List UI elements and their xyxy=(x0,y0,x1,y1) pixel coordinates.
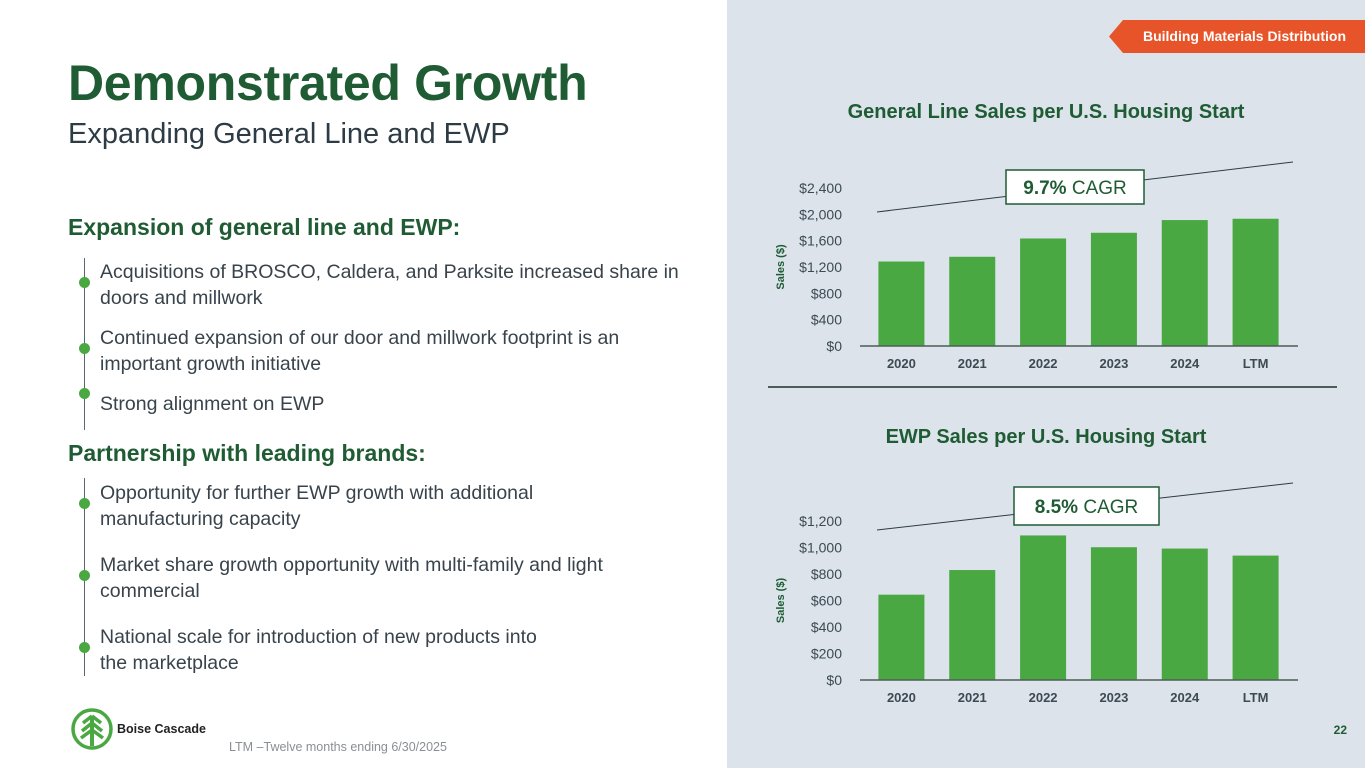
bar-2023 xyxy=(1090,232,1137,346)
bar-2022 xyxy=(1020,238,1067,346)
bullet-text: Opportunity for further EWP growth with … xyxy=(100,482,534,530)
bullet-text: Strong alignment on EWP xyxy=(100,393,325,415)
x-tick-label: 2021 xyxy=(958,356,987,371)
x-tick-label: 2022 xyxy=(1029,690,1058,705)
x-tick-label: 2023 xyxy=(1099,356,1128,371)
y-tick-label: $400 xyxy=(811,619,842,635)
bullet-text: Continued expansion of our door and mill… xyxy=(100,327,620,375)
x-tick-label: 2023 xyxy=(1099,690,1128,705)
page-title: Demonstrated Growth xyxy=(68,55,588,111)
x-tick-label: 2021 xyxy=(958,690,987,705)
bullet-item: Market share growth opportunity with mul… xyxy=(79,552,645,604)
bar-2021 xyxy=(949,570,996,680)
cagr-label: 9.7% CAGR xyxy=(1023,178,1127,199)
chart-title-general-line: General Line Sales per U.S. Housing Star… xyxy=(847,101,1245,123)
x-tick-label: 2020 xyxy=(887,356,916,371)
bullet-item: Opportunity for further EWP growth with … xyxy=(79,480,605,532)
y-tick-label: $800 xyxy=(811,566,842,582)
bar-ltm xyxy=(1232,218,1279,346)
y-axis-label: Sales ($) xyxy=(775,578,787,624)
bullet-dot-icon xyxy=(79,642,90,653)
bullet-dot-icon xyxy=(79,388,90,399)
y-tick-label: $0 xyxy=(826,338,842,354)
y-tick-label: $1,200 xyxy=(799,259,842,275)
bar-ltm xyxy=(1232,555,1279,680)
x-tick-label: 2020 xyxy=(887,690,916,705)
y-axis-label: Sales ($) xyxy=(775,244,787,290)
cagr-value: 8.5% xyxy=(1035,497,1084,518)
x-tick-label: 2024 xyxy=(1170,356,1200,371)
bar-2024 xyxy=(1161,220,1208,346)
bullet-dot-icon xyxy=(79,498,90,509)
bar-2020 xyxy=(878,594,925,680)
bullet-text: Market share growth opportunity with mul… xyxy=(100,554,603,602)
y-tick-label: $2,400 xyxy=(799,180,842,196)
x-tick-label: LTM xyxy=(1243,356,1269,371)
cagr-text: CAGR xyxy=(1072,178,1127,199)
y-tick-label: $800 xyxy=(811,285,842,301)
chart-title-ewp: EWP Sales per U.S. Housing Start xyxy=(885,426,1207,448)
chart-divider xyxy=(768,386,1337,388)
y-tick-label: $1,000 xyxy=(799,540,842,556)
bullet-item: National scale for introduction of new p… xyxy=(79,624,565,676)
bullet-text: Acquisitions of BROSCO, Caldera, and Par… xyxy=(100,261,679,309)
bullet-text: National scale for introduction of new p… xyxy=(100,626,537,674)
bullet-dot-icon xyxy=(79,277,90,288)
general-line-bar-chart: $0 $400 $800 $1,200 $1,600 $2,000 $2,400 Sales … xyxy=(775,161,1298,371)
ewp-bar-chart: $0 $200 $400 $600 $800 $1,000 $1,200 Sales ($) 2… xyxy=(775,482,1298,705)
y-tick-label: $600 xyxy=(811,593,842,609)
bullet-item: Acquisitions of BROSCO, Caldera, and Par… xyxy=(79,259,695,311)
cagr-box xyxy=(1005,169,1145,205)
y-tick-label: $400 xyxy=(811,312,842,328)
bar-2021 xyxy=(949,256,996,346)
bullet-dot-icon xyxy=(79,343,90,354)
bar-2024 xyxy=(1161,548,1208,680)
logo-text: Boise Cascade xyxy=(117,722,206,736)
page-number: 22 xyxy=(1333,723,1347,737)
y-tick-label: $0 xyxy=(826,672,842,688)
bullet-list-expansion: Acquisitions of BROSCO, Caldera, and Par… xyxy=(79,258,695,430)
section-heading-partnership: Partnership with leading brands: xyxy=(68,440,426,466)
y-tick-label: $1,200 xyxy=(799,513,842,529)
bar-2022 xyxy=(1020,535,1067,680)
x-tick-label: 2024 xyxy=(1170,690,1200,705)
page-subtitle: Expanding General Line and EWP xyxy=(68,118,510,150)
company-logo: Boise Cascade xyxy=(71,708,206,750)
bullet-dot-icon xyxy=(79,570,90,581)
y-tick-label: $2,000 xyxy=(799,206,842,222)
cagr-text: CAGR xyxy=(1083,497,1138,518)
cagr-label: 8.5% CAGR xyxy=(1035,497,1139,518)
x-tick-label: 2022 xyxy=(1029,356,1058,371)
bullet-item: Continued expansion of our door and mill… xyxy=(79,325,685,377)
cagr-value: 9.7% xyxy=(1023,178,1072,199)
y-tick-label: $200 xyxy=(811,646,842,662)
cagr-box xyxy=(1013,486,1160,526)
footnote: LTM –Twelve months ending 6/30/2025 xyxy=(229,740,447,754)
section-heading-expansion: Expansion of general line and EWP: xyxy=(68,214,461,240)
bullet-list-partnership: Opportunity for further EWP growth with … xyxy=(79,478,695,676)
x-tick-label: LTM xyxy=(1243,690,1269,705)
bar-2023 xyxy=(1090,547,1137,680)
section-tag: Building Materials Distribution xyxy=(1108,20,1365,53)
tree-logo-icon xyxy=(71,708,113,750)
bar-2020 xyxy=(878,261,925,346)
y-tick-label: $1,600 xyxy=(799,233,842,249)
bullet-item: Strong alignment on EWP xyxy=(79,388,695,417)
